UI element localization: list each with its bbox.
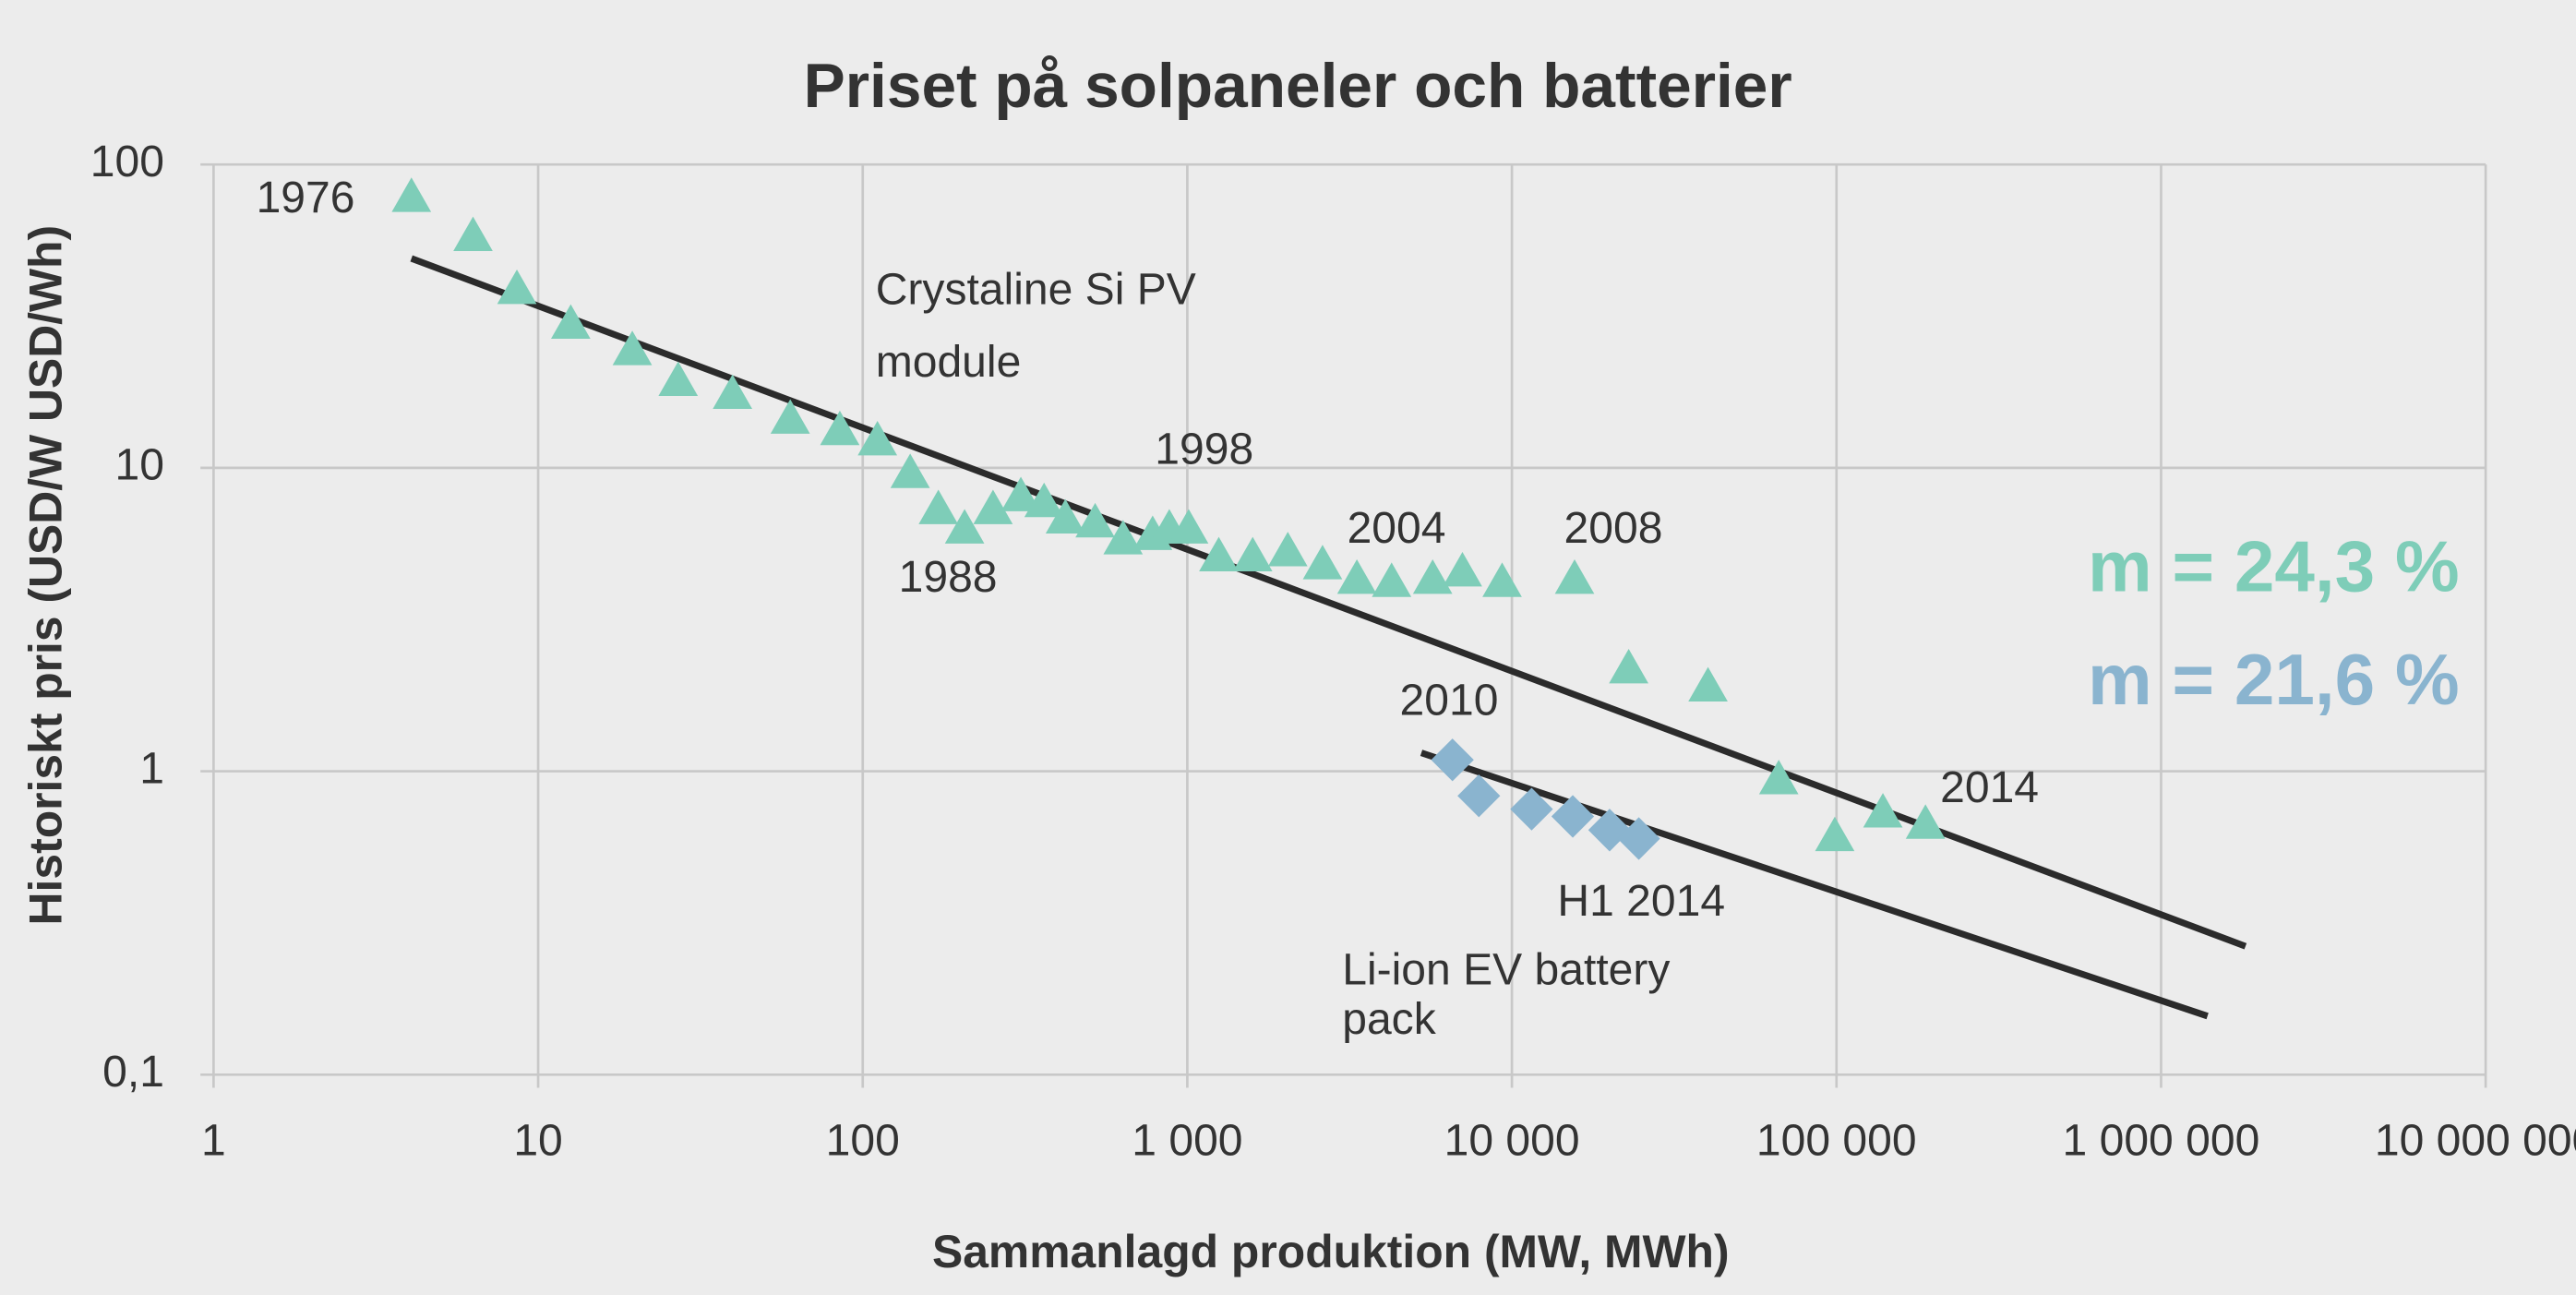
point (658, 361, 699, 397)
point (1103, 520, 1144, 555)
x-axis-title: Sammanlagd produktion (MW, MWh) (932, 1226, 1730, 1277)
point (973, 489, 1013, 524)
point (1045, 498, 1085, 534)
point (1815, 816, 1855, 852)
rate-label: m = 24,3 % (2088, 525, 2460, 606)
point (1863, 793, 1903, 828)
point (551, 304, 591, 340)
point (1267, 532, 1308, 567)
annotation: 1976 (257, 174, 355, 222)
point (1168, 509, 1209, 544)
point (1554, 559, 1595, 594)
annotation: 2014 (1940, 763, 2039, 812)
point (713, 374, 753, 410)
point (770, 399, 810, 434)
point (1232, 536, 1273, 572)
point (391, 177, 432, 212)
point (944, 509, 985, 544)
point (1688, 666, 1728, 701)
point (1199, 536, 1239, 572)
annotation: 2008 (1564, 504, 1663, 553)
point (1443, 551, 1482, 587)
point (453, 216, 493, 251)
annotation: 2004 (1348, 504, 1446, 553)
annotation: Crystaline Si PV (876, 266, 1196, 315)
y-axis-title: Historiskt pris (USD/W USD/Wh) (20, 225, 72, 926)
point (1024, 482, 1064, 518)
x-tick-label: 1 000 000 (2063, 1117, 2260, 1166)
trend-line (1420, 749, 2209, 1020)
point (918, 489, 959, 524)
point (820, 410, 860, 446)
x-tick-label: 10 000 000 (2375, 1117, 2576, 1166)
annotation: 2010 (1400, 677, 1499, 725)
annotation: pack (1342, 995, 1436, 1044)
point (1617, 817, 1660, 860)
point (1412, 559, 1453, 594)
x-tick-label: 100 (826, 1117, 900, 1166)
x-tick-label: 10 000 (1444, 1117, 1580, 1166)
chart-title: Priset på solpaneler och batterier (804, 52, 1792, 121)
point (1000, 476, 1041, 511)
x-tick-label: 1 (201, 1117, 226, 1166)
x-tick-label: 10 (513, 1117, 562, 1166)
point (1075, 502, 1115, 538)
annotation: H1 2014 (1557, 877, 1725, 926)
point (857, 420, 898, 456)
rate-label: m = 21,6 % (2088, 639, 2460, 720)
point (1482, 562, 1522, 597)
point (1905, 804, 1946, 839)
y-tick-label: 0,1 (102, 1048, 164, 1097)
point (1372, 562, 1412, 597)
point (1431, 738, 1474, 782)
point (1302, 545, 1343, 580)
point (890, 453, 930, 488)
annotation: 1998 (1155, 425, 1253, 474)
point (612, 330, 653, 366)
annotation: module (876, 338, 1022, 387)
y-tick-label: 10 (115, 441, 164, 490)
point (1336, 559, 1377, 594)
y-tick-label: 100 (90, 138, 164, 186)
y-tick-label: 1 (139, 744, 164, 793)
point (1758, 760, 1799, 795)
point (497, 269, 537, 305)
point (1609, 648, 1648, 684)
x-tick-label: 100 000 (1756, 1117, 1917, 1166)
x-tick-label: 1 000 (1132, 1117, 1242, 1166)
annotation: Li-ion EV battery (1342, 946, 1670, 995)
annotation: 1988 (899, 553, 998, 602)
